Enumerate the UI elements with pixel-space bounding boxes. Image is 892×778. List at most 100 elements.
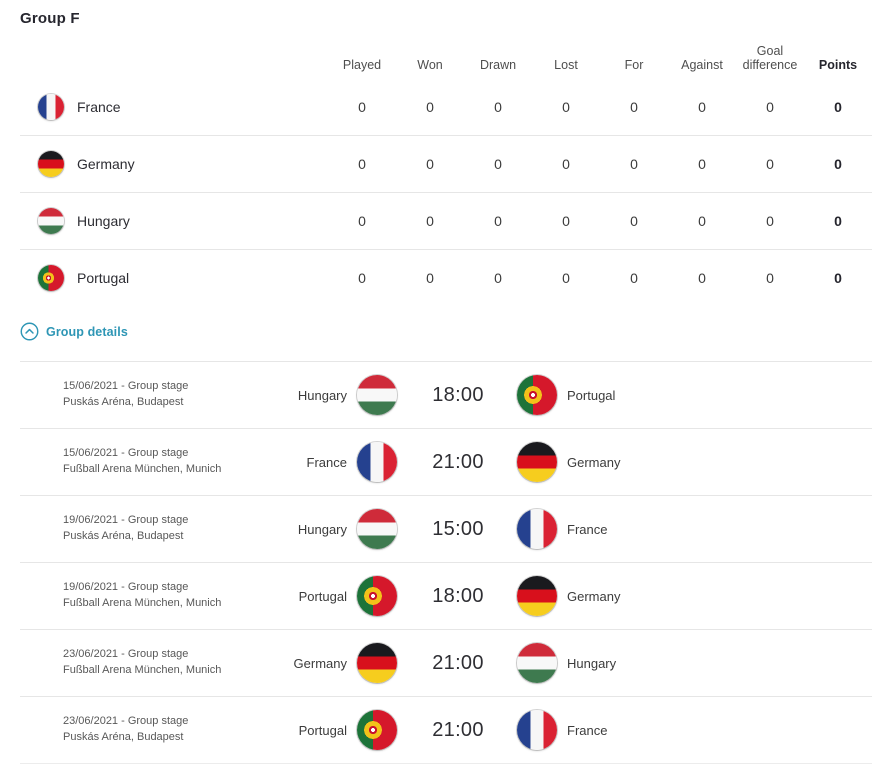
stat-for: 0 [630, 99, 638, 115]
fixture-meta: 23/06/2021 - Group stage Puskás Aréna, B… [20, 714, 260, 746]
stat-points: 0 [834, 270, 842, 286]
table-row-france: France 0 0 0 0 0 0 0 0 [20, 79, 872, 135]
fixture-venue: Puskás Aréna, Budapest [63, 731, 184, 743]
team-cell: Hungary [20, 208, 328, 234]
fixture-meta: 15/06/2021 - Group stage Fußball Arena M… [20, 446, 260, 478]
fixture-date: 15/06/2021 - Group stage [63, 380, 189, 393]
team-name: Hungary [77, 213, 130, 229]
fixture-kickoff-time: 21:00 [432, 718, 484, 741]
stat-points: 0 [834, 99, 842, 115]
fixture-kickoff-time: 21:00 [432, 450, 484, 473]
stat-against: 0 [698, 213, 706, 229]
col-against: Against [681, 58, 723, 73]
fixture-venue: Puskás Aréna, Budapest [63, 396, 184, 408]
fixtures-list: 15/06/2021 - Group stage Puskás Aréna, B… [20, 361, 872, 764]
col-for: For [624, 58, 644, 73]
group-details-label: Group details [46, 324, 128, 339]
fixture-kickoff-time: 15:00 [432, 517, 484, 540]
fixture-row-5[interactable]: 23/06/2021 - Group stage Fußball Arena M… [20, 629, 872, 696]
fixture-home-team: Hungary [297, 521, 347, 537]
portugal-flag-icon [517, 375, 557, 415]
team-name: France [77, 99, 121, 115]
fixture-home-team: Hungary [297, 387, 347, 403]
portugal-flag-icon [357, 710, 397, 750]
stat-goal-difference: 0 [766, 270, 774, 286]
fixture-home-team: Germany [293, 655, 347, 671]
fixture-date: 23/06/2021 - Group stage [63, 715, 189, 728]
fixture-away-team: France [567, 722, 608, 738]
stat-against: 0 [698, 270, 706, 286]
fixture-meta: 15/06/2021 - Group stage Puskás Aréna, B… [20, 379, 260, 411]
stat-points: 0 [834, 156, 842, 172]
fixture-date: 19/06/2021 - Group stage [63, 581, 189, 594]
stat-won: 0 [426, 99, 434, 115]
fixture-date: 23/06/2021 - Group stage [63, 648, 189, 661]
team-name: Portugal [77, 270, 130, 286]
france-flag-icon [517, 710, 557, 750]
table-row-germany: Germany 0 0 0 0 0 0 0 0 [20, 135, 872, 192]
fixture-away-team: Hungary [567, 655, 617, 671]
stat-drawn: 0 [494, 213, 502, 229]
stat-lost: 0 [562, 213, 570, 229]
germany-flag-icon [517, 442, 557, 482]
chevron-up-circle-icon [20, 322, 39, 341]
fixture-venue: Puskás Aréna, Budapest [63, 530, 184, 542]
fixture-away-team: Germany [567, 588, 621, 604]
stat-drawn: 0 [494, 270, 502, 286]
fixture-venue: Fußball Arena München, Munich [63, 463, 222, 475]
stat-against: 0 [698, 99, 706, 115]
france-flag-icon [517, 509, 557, 549]
fixture-row-4[interactable]: 19/06/2021 - Group stage Fußball Arena M… [20, 562, 872, 629]
stat-won: 0 [426, 213, 434, 229]
portugal-flag-icon [357, 576, 397, 616]
germany-flag-icon [517, 576, 557, 616]
fixture-meta: 19/06/2021 - Group stage Fußball Arena M… [20, 580, 260, 612]
standings-header-row: Played Won Drawn Lost For Against Goal d… [20, 33, 872, 79]
col-won: Won [417, 58, 443, 73]
stat-won: 0 [426, 270, 434, 286]
table-row-portugal: Portugal 0 0 0 0 0 0 0 0 [20, 249, 872, 306]
germany-flag-icon [357, 643, 397, 683]
stat-lost: 0 [562, 156, 570, 172]
stat-for: 0 [630, 270, 638, 286]
group-details-toggle[interactable]: Group details [20, 322, 128, 341]
hungary-flag-icon [517, 643, 557, 683]
fixture-venue: Fußball Arena München, Munich [63, 597, 222, 609]
stat-goal-difference: 0 [766, 99, 774, 115]
col-goal-difference: Goal difference [742, 43, 798, 73]
stat-for: 0 [630, 213, 638, 229]
france-flag-icon [357, 442, 397, 482]
table-row-hungary: Hungary 0 0 0 0 0 0 0 0 [20, 192, 872, 249]
stat-played: 0 [358, 156, 366, 172]
fixture-meta: 19/06/2021 - Group stage Puskás Aréna, B… [20, 513, 260, 545]
team-cell: Germany [20, 151, 328, 177]
stat-lost: 0 [562, 270, 570, 286]
fixture-home-team: Portugal [298, 588, 347, 604]
fixture-kickoff-time: 18:00 [432, 383, 484, 406]
fixture-meta: 23/06/2021 - Group stage Fußball Arena M… [20, 647, 260, 679]
page-title: Group F [20, 10, 80, 27]
fixture-row-2[interactable]: 15/06/2021 - Group stage Fußball Arena M… [20, 428, 872, 495]
stat-against: 0 [698, 156, 706, 172]
portugal-flag-icon [38, 265, 64, 291]
col-points: Points [818, 58, 858, 73]
team-cell: France [20, 94, 328, 120]
germany-flag-icon [38, 151, 64, 177]
hungary-flag-icon [38, 208, 64, 234]
fixture-row-3[interactable]: 19/06/2021 - Group stage Puskás Aréna, B… [20, 495, 872, 562]
fixture-row-1[interactable]: 15/06/2021 - Group stage Puskás Aréna, B… [20, 361, 872, 428]
col-drawn: Drawn [479, 58, 517, 73]
hungary-flag-icon [357, 375, 397, 415]
stat-played: 0 [358, 270, 366, 286]
stat-goal-difference: 0 [766, 213, 774, 229]
stat-drawn: 0 [494, 156, 502, 172]
fixture-kickoff-time: 18:00 [432, 584, 484, 607]
fixture-kickoff-time: 21:00 [432, 651, 484, 674]
fixture-home-team: Portugal [298, 722, 347, 738]
stat-played: 0 [358, 99, 366, 115]
fixture-away-team: Portugal [567, 387, 616, 403]
fixture-date: 15/06/2021 - Group stage [63, 447, 189, 460]
hungary-flag-icon [357, 509, 397, 549]
fixture-row-6[interactable]: 23/06/2021 - Group stage Puskás Aréna, B… [20, 696, 872, 763]
